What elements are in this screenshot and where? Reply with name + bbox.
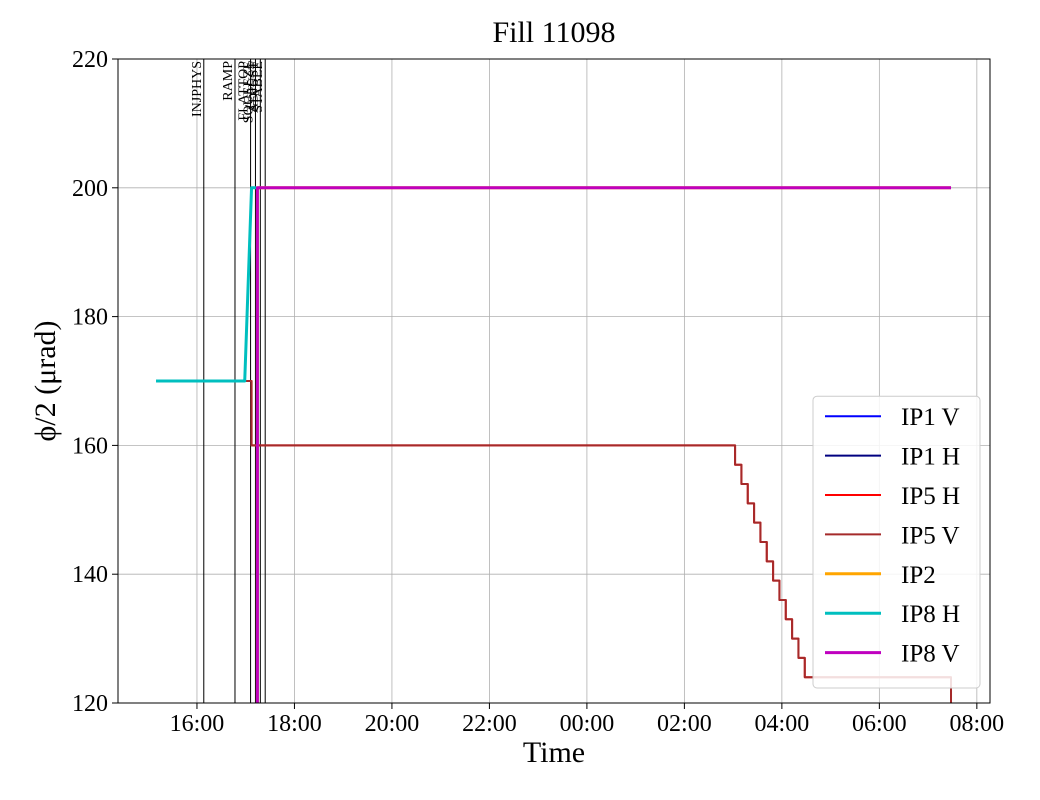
mode-label: INJPHYS [190, 61, 205, 117]
chart-title: Fill 11098 [492, 16, 615, 49]
mode-label: STABLE [251, 61, 266, 113]
legend-label: IP5 V [901, 522, 960, 549]
y-tick-label: 180 [72, 305, 108, 331]
x-tick-label: 02:00 [657, 711, 712, 737]
x-tick-label: 04:00 [755, 711, 810, 737]
x-tick-label: 18:00 [267, 711, 322, 737]
legend-label: IP2 [901, 562, 936, 589]
legend: IP1 V IP1 H IP5 H IP5 V IP2 IP8 H IP8 V [812, 395, 981, 689]
series-line [244, 380, 953, 703]
x-tick-label: 00:00 [560, 711, 615, 737]
x-tick-label: 08:00 [950, 711, 1005, 737]
mode-label: ADJUST [246, 61, 261, 114]
y-tick-label: 200 [72, 176, 108, 202]
legend-box [812, 395, 981, 689]
legend-label: IP8 H [901, 601, 960, 628]
x-tick-label: 16:00 [170, 711, 225, 737]
mode-label: SQUEEZE [241, 61, 256, 123]
x-tick-label: 22:00 [462, 711, 517, 737]
legend-label: IP8 V [901, 641, 960, 668]
mode-label: FLATTOP [237, 61, 252, 121]
x-tick-label: 20:00 [365, 711, 420, 737]
axes: 16:00 18:00 20:00 22:00 00:00 02:00 04:00 06:00… [72, 47, 1004, 737]
plot-area [156, 59, 953, 703]
y-tick-label: 120 [72, 691, 108, 717]
legend-label: IP1 V [901, 404, 960, 431]
y-tick-label: 220 [72, 47, 108, 73]
x-axis-label: Time [523, 736, 585, 769]
legend-label: IP5 H [901, 483, 960, 510]
y-tick-label: 160 [72, 433, 108, 459]
plot-frame [117, 58, 991, 704]
x-tick-label: 06:00 [852, 711, 907, 737]
y-tick-label: 140 [72, 562, 108, 588]
series-line [156, 186, 257, 383]
mode-label: RAMP [221, 61, 236, 101]
legend-label: IP1 H [901, 444, 960, 471]
series-line [255, 186, 952, 703]
y-axis-label: ϕ/2 (μrad) [29, 321, 62, 442]
